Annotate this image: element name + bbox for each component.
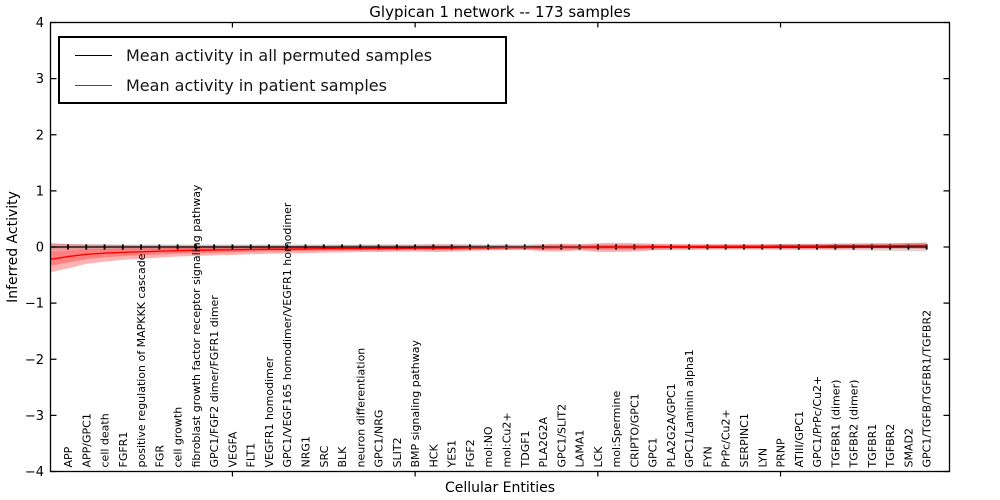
x-tick-label: LYN: [756, 448, 769, 468]
x-tick-label: SERPINC1: [738, 413, 751, 467]
x-tick-label: SLIT2: [391, 437, 404, 467]
x-tick-label: SMAD2: [902, 428, 915, 467]
y-tick-label: −4: [25, 465, 44, 480]
x-tick-label: PrPc/Cu2+: [720, 409, 733, 467]
x-tick-label: cell death: [99, 413, 112, 467]
y-tick-label: 3: [36, 72, 44, 87]
x-tick-label: TDGF1: [519, 430, 532, 468]
permuted-line-sample-icon: [75, 54, 112, 56]
x-tick-label: cell growth: [172, 407, 185, 468]
patient-mean-line: [50, 244, 927, 261]
legend-label-patient: Mean activity in patient samples: [126, 75, 387, 95]
x-tick-label: BMP signaling pathway: [409, 340, 422, 468]
y-tick-label: −2: [25, 353, 44, 368]
x-tick-label: mol:Cu2+: [500, 412, 513, 467]
x-tick-label: FGR: [153, 445, 166, 468]
x-tick-label: VEGFR1 homodimer: [263, 356, 276, 467]
legend-label-permuted: Mean activity in all permuted samples: [126, 45, 433, 65]
x-tick-label: TGFBR1 (dimer): [829, 380, 842, 469]
x-axis-ticks: [231, 22, 782, 477]
x-tick-label: YES1: [446, 440, 459, 469]
x-tick-label: GPC1: [647, 438, 660, 468]
x-tick-label: PLA2G2A/GPC1: [665, 383, 678, 467]
x-tick-label: BLK: [336, 446, 349, 468]
y-tick-label: −3: [25, 409, 44, 424]
y-axis-ticks: [50, 21, 950, 473]
x-tick-label: FGFR1: [117, 432, 130, 468]
x-tick-label: fibroblast growth factor receptor signal…: [190, 184, 203, 467]
x-tick-label: mol:NO: [482, 426, 495, 467]
x-tick-label: FYN: [701, 446, 714, 467]
x-axis-label: Cellular Entities: [444, 480, 556, 496]
x-tick-label: positive regulation of MAPKKK cascade: [135, 253, 148, 467]
y-tick-label: −1: [25, 297, 44, 312]
x-tick-label: mol:Spermine: [610, 390, 623, 467]
x-tick-label: CRIPTO/GPC1: [628, 393, 641, 467]
x-tick-label: neuron differentiation: [354, 348, 367, 468]
x-tick-label: LCK: [592, 446, 605, 468]
x-tick-label: GPC1/NRG: [373, 410, 386, 468]
x-tick-label: GPC1/Laminin alpha1: [683, 349, 696, 467]
x-tick-label: PLA2G2A: [537, 416, 550, 467]
x-tick-label: SRC: [318, 445, 331, 467]
x-tick-label: FGF2: [464, 439, 477, 467]
y-axis-label: Inferred Activity: [5, 191, 21, 303]
x-tick-label: NRG1: [300, 436, 313, 467]
x-tick-label: LAMA1: [574, 430, 587, 468]
y-tick-label: 4: [36, 16, 44, 31]
legend-item-patient: Mean activity in patient samples: [60, 70, 505, 100]
x-tick-label: TGFBR2: [884, 424, 897, 469]
x-tick-label: GPC1/FGF2 dimer/FGFR1 dimer: [208, 295, 221, 468]
x-tick-label: GPC1/PrPc/Cu2+: [811, 376, 824, 468]
y-tick-label: 0: [36, 241, 44, 256]
x-tick-label: ATIII/GPC1: [793, 411, 806, 468]
x-tick-label: TGFBR2 (dimer): [848, 380, 861, 469]
x-tick-label: GPC1/VEGF165 homodimer/VEGFR1 homodimer: [281, 202, 294, 467]
x-tick-label: GPC1/SLIT2: [555, 404, 568, 468]
patient-band-outer: [50, 242, 927, 273]
x-tick-label: PRNP: [775, 438, 788, 468]
x-tick-label: APP: [62, 446, 75, 467]
x-tick-label: FLT1: [245, 443, 258, 468]
x-tick-label: GPC1/TGFB/TGFBR1/TGFBR2: [921, 310, 934, 468]
x-tick-label: HCK: [427, 444, 440, 468]
x-tick-label: APP/GPC1: [80, 413, 93, 467]
x-tick-label: TGFBR1: [866, 424, 879, 469]
patient-line-sample-icon: [75, 84, 112, 86]
y-tick-label: 2: [36, 128, 44, 143]
chart-title: Glypican 1 network -- 173 samples: [369, 3, 631, 21]
x-tick-label: VEGFA: [226, 431, 239, 467]
y-tick-label: 1: [36, 184, 44, 199]
legend-item-permuted: Mean activity in all permuted samples: [60, 40, 505, 70]
legend-box: Mean activity in all permuted samples Me…: [58, 36, 507, 104]
